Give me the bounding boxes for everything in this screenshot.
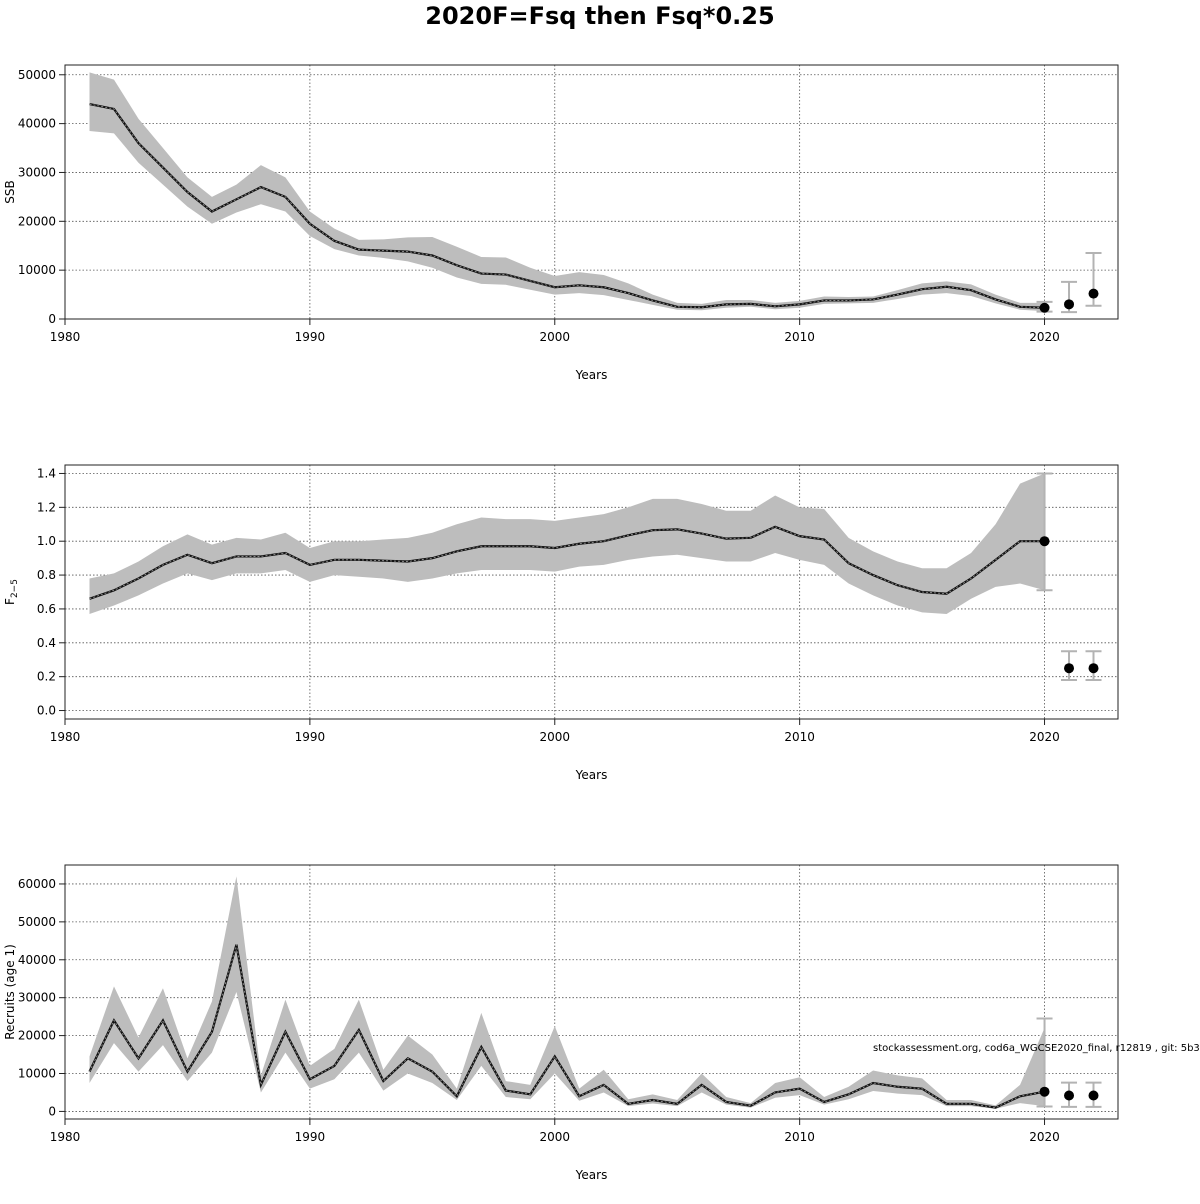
plot-frame <box>64 64 1119 320</box>
x-tick-label: 1980 <box>50 730 81 744</box>
estimate-line-dash <box>89 526 1045 600</box>
x-tick-label: 2000 <box>539 730 570 744</box>
x-tick-label: 2000 <box>539 1130 570 1144</box>
y-axis-label-subscript: 2−5 <box>10 579 20 598</box>
y-tick-label: 0 <box>48 1104 56 1118</box>
forecast-point <box>1039 536 1050 547</box>
y-tick-label: 60000 <box>18 877 56 891</box>
x-tick-label: 1990 <box>295 1130 326 1144</box>
plot-frame <box>64 864 1119 1120</box>
y-tick-label: 10000 <box>18 1067 56 1081</box>
y-axis-label: F2−5 <box>3 579 20 605</box>
plot-frame <box>64 464 1119 720</box>
x-tick-label: 2010 <box>784 730 815 744</box>
x-tick-label: 2000 <box>539 330 570 344</box>
chart-footnote: stockassessment.org, cod6a_WGCSE2020_fin… <box>873 1043 1200 1054</box>
y-tick-label: 20000 <box>18 214 56 228</box>
x-tick-label: 1990 <box>295 330 326 344</box>
x-axis-label: Years <box>575 768 608 782</box>
y-tick-label: 30000 <box>18 991 56 1005</box>
x-tick-label: 1990 <box>295 730 326 744</box>
x-tick-label: 1980 <box>50 330 81 344</box>
y-tick-label: 20000 <box>18 1029 56 1043</box>
y-tick-label: 0.4 <box>37 636 56 650</box>
y-axis-label: Recruits (age 1) <box>3 944 17 1040</box>
forecast-point <box>1064 663 1075 674</box>
y-tick-label: 10000 <box>18 263 56 277</box>
y-tick-label: 0 <box>48 312 56 326</box>
estimate-line-dash <box>89 944 1045 1109</box>
forecast-point <box>1088 663 1099 674</box>
y-tick-label: 1.4 <box>37 466 56 480</box>
y-tick-label: 1.0 <box>37 534 56 548</box>
forecast-point <box>1088 288 1099 299</box>
confidence-band <box>89 876 1045 1109</box>
x-tick-label: 2010 <box>784 330 815 344</box>
forecast-point <box>1039 1086 1050 1097</box>
x-axis-label: Years <box>575 1168 608 1182</box>
panel-1: 1980 1990 2000 2010 2020 0 10000 20000 30000 4000… <box>3 64 1119 382</box>
y-tick-label: 40000 <box>18 953 56 967</box>
panel-3: 1980 1990 2000 2010 2020 0 10000 20000 30000 4000… <box>3 864 1119 1182</box>
y-tick-label: 1.2 <box>37 500 56 514</box>
panel-2: 1980 1990 2000 2010 2020 0.0 0.2 0.4 0.6 0.8 1.0 1.… <box>3 464 1119 782</box>
confidence-band <box>89 72 1045 312</box>
x-tick-label: 1980 <box>50 1130 81 1144</box>
x-tick-label: 2010 <box>784 1130 815 1144</box>
forecast-point <box>1064 1090 1075 1101</box>
confidence-band <box>89 473 1045 615</box>
y-tick-label: 50000 <box>18 68 56 82</box>
y-axis-label: SSB <box>3 180 17 203</box>
y-tick-label: 50000 <box>18 915 56 929</box>
y-tick-label: 0.8 <box>37 568 56 582</box>
y-tick-label: 0.0 <box>37 704 56 718</box>
x-axis-label: Years <box>575 368 608 382</box>
x-tick-label: 2020 <box>1029 1130 1060 1144</box>
forecast-point <box>1064 299 1075 310</box>
y-tick-label: 30000 <box>18 165 56 179</box>
x-tick-label: 2020 <box>1029 730 1060 744</box>
estimate-line-dash <box>89 103 1045 309</box>
forecast-point <box>1039 302 1050 313</box>
y-tick-label: 40000 <box>18 117 56 131</box>
y-tick-label: 0.2 <box>37 670 56 684</box>
forecast-point <box>1088 1090 1099 1101</box>
x-tick-label: 2020 <box>1029 330 1060 344</box>
y-tick-label: 0.6 <box>37 602 56 616</box>
chart-title: 2020F=Fsq then Fsq*0.25 <box>425 2 774 30</box>
